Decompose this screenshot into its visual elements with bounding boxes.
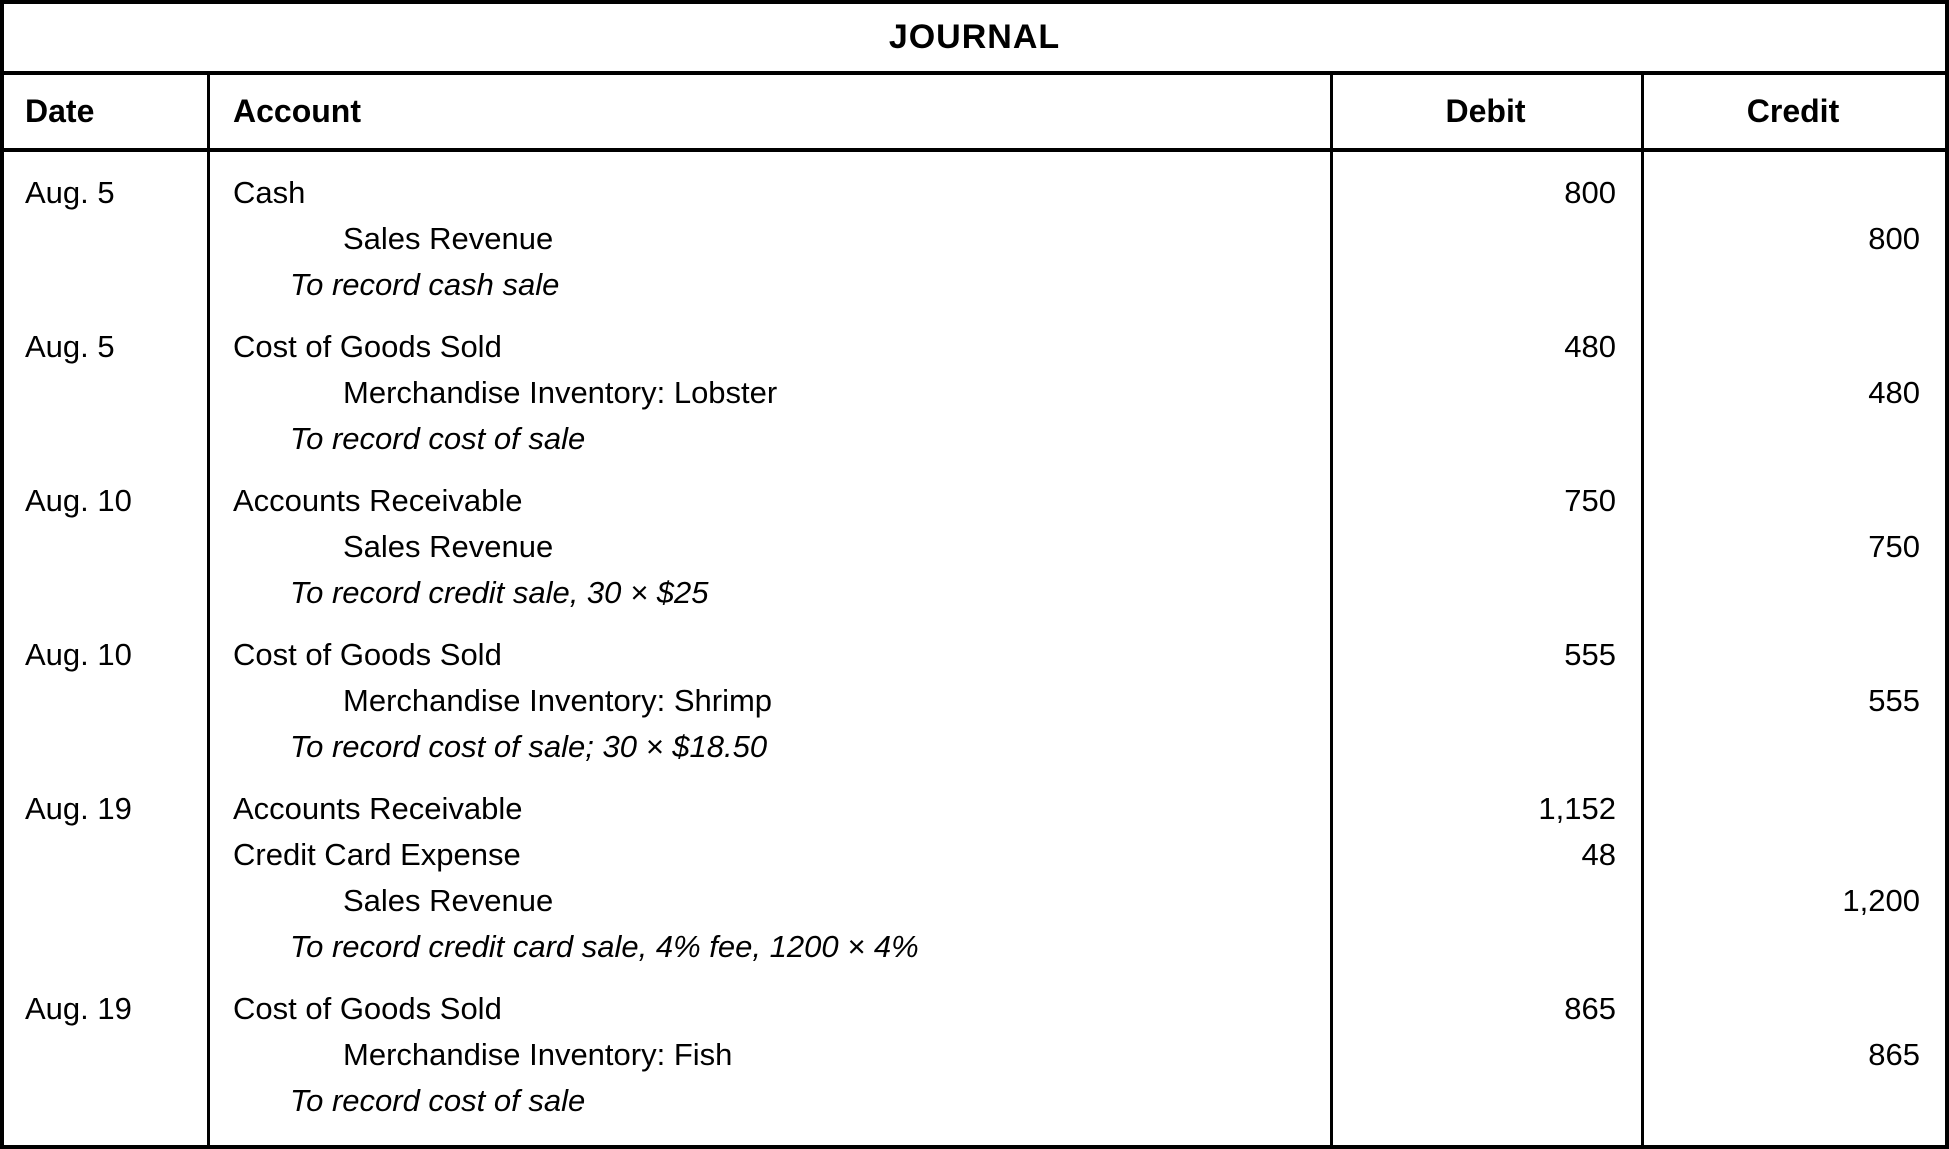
column-header-account: Account [233, 93, 361, 129]
entry-line: To record cost of sale [4, 1078, 1945, 1124]
date-cell: Aug. 5 [25, 175, 115, 210]
account-cell: To record cash sale [290, 267, 560, 302]
date-cell: Aug. 10 [25, 637, 132, 672]
entry-line: To record credit sale, 30 × $25 [4, 570, 1945, 616]
journal-entry: Aug. 10 Accounts Receivable 750 Sales Reven… [4, 478, 1945, 616]
entry-line: Sales Revenue 800 [4, 216, 1945, 262]
account-cell: Sales Revenue [343, 221, 554, 256]
date-cell: Aug. 19 [25, 791, 132, 826]
account-cell: To record cost of sale [290, 421, 586, 456]
entry-line: Merchandise Inventory: Fish 865 [4, 1032, 1945, 1078]
account-cell: Cost of Goods Sold [233, 991, 502, 1026]
entry-line: Aug. 19 Accounts Receivable 1,152 [4, 786, 1945, 832]
journal-entry: Aug. 10 Cost of Goods Sold 555 Merchandise … [4, 632, 1945, 770]
journal-entries: Aug. 5 Cash 800 Sales Revenue 800 To record c… [4, 152, 1945, 1124]
column-divider-debit-credit [1641, 75, 1644, 1145]
entry-line: Aug. 5 Cash 800 [4, 170, 1945, 216]
entry-line: To record credit card sale, 4% fee, 1200… [4, 924, 1945, 970]
debit-cell: 865 [1564, 991, 1616, 1026]
account-cell: Merchandise Inventory: Lobster [343, 375, 778, 410]
entry-line: Sales Revenue 750 [4, 524, 1945, 570]
account-cell: Sales Revenue [343, 529, 554, 564]
date-cell: Aug. 19 [25, 991, 132, 1026]
credit-cell: 865 [1868, 1037, 1920, 1072]
account-cell: To record credit sale, 30 × $25 [290, 575, 709, 610]
debit-cell: 1,152 [1538, 791, 1616, 826]
table-header-row: Date Account Debit Credit [4, 75, 1945, 152]
entry-line: Aug. 5 Cost of Goods Sold 480 [4, 324, 1945, 370]
entry-line: To record cost of sale; 30 × $18.50 [4, 724, 1945, 770]
journal-entry: Aug. 19 Accounts Receivable 1,152 Credit Ca… [4, 786, 1945, 970]
credit-cell: 555 [1868, 683, 1920, 718]
credit-cell: 750 [1868, 529, 1920, 564]
column-header-date: Date [25, 93, 95, 129]
table-title: JOURNAL [888, 18, 1061, 56]
debit-cell: 48 [1581, 837, 1616, 872]
account-cell: To record cost of sale [290, 1083, 586, 1118]
entry-line: Credit Card Expense 48 [4, 832, 1945, 878]
account-cell: To record cost of sale; 30 × $18.50 [290, 729, 768, 764]
account-cell: Cost of Goods Sold [233, 637, 502, 672]
column-header-debit: Debit [1445, 93, 1526, 129]
date-cell: Aug. 5 [25, 329, 115, 364]
debit-cell: 750 [1564, 483, 1616, 518]
entry-line: To record cost of sale [4, 416, 1945, 462]
journal-entry: Aug. 19 Cost of Goods Sold 865 Merchandise … [4, 986, 1945, 1124]
entry-line: Aug. 19 Cost of Goods Sold 865 [4, 986, 1945, 1032]
account-cell: Credit Card Expense [233, 837, 521, 872]
account-cell: Cash [233, 175, 306, 210]
entry-line: To record cash sale [4, 262, 1945, 308]
column-divider-account-debit [1330, 75, 1333, 1145]
entry-line: Sales Revenue 1,200 [4, 878, 1945, 924]
column-header-credit: Credit [1746, 93, 1840, 129]
entry-line: Merchandise Inventory: Shrimp 555 [4, 678, 1945, 724]
account-cell: Merchandise Inventory: Fish [343, 1037, 733, 1072]
credit-cell: 800 [1868, 221, 1920, 256]
debit-cell: 480 [1564, 329, 1616, 364]
entry-line: Aug. 10 Cost of Goods Sold 555 [4, 632, 1945, 678]
journal-entry: Aug. 5 Cost of Goods Sold 480 Merchandise I… [4, 324, 1945, 462]
journal-entry: Aug. 5 Cash 800 Sales Revenue 800 To record c… [4, 170, 1945, 308]
date-cell: Aug. 10 [25, 483, 132, 518]
table-title-row: JOURNAL [4, 4, 1945, 75]
account-cell: To record credit card sale, 4% fee, 1200… [290, 929, 919, 964]
credit-cell: 1,200 [1842, 883, 1920, 918]
entry-line: Aug. 10 Accounts Receivable 750 [4, 478, 1945, 524]
credit-cell: 480 [1868, 375, 1920, 410]
account-cell: Merchandise Inventory: Shrimp [343, 683, 773, 718]
account-cell: Cost of Goods Sold [233, 329, 502, 364]
debit-cell: 555 [1564, 637, 1616, 672]
account-cell: Sales Revenue [343, 883, 554, 918]
account-cell: Accounts Receivable [233, 483, 523, 518]
entry-line: Merchandise Inventory: Lobster 480 [4, 370, 1945, 416]
debit-cell: 800 [1564, 175, 1616, 210]
column-divider-date-account [207, 75, 210, 1145]
account-cell: Accounts Receivable [233, 791, 523, 826]
